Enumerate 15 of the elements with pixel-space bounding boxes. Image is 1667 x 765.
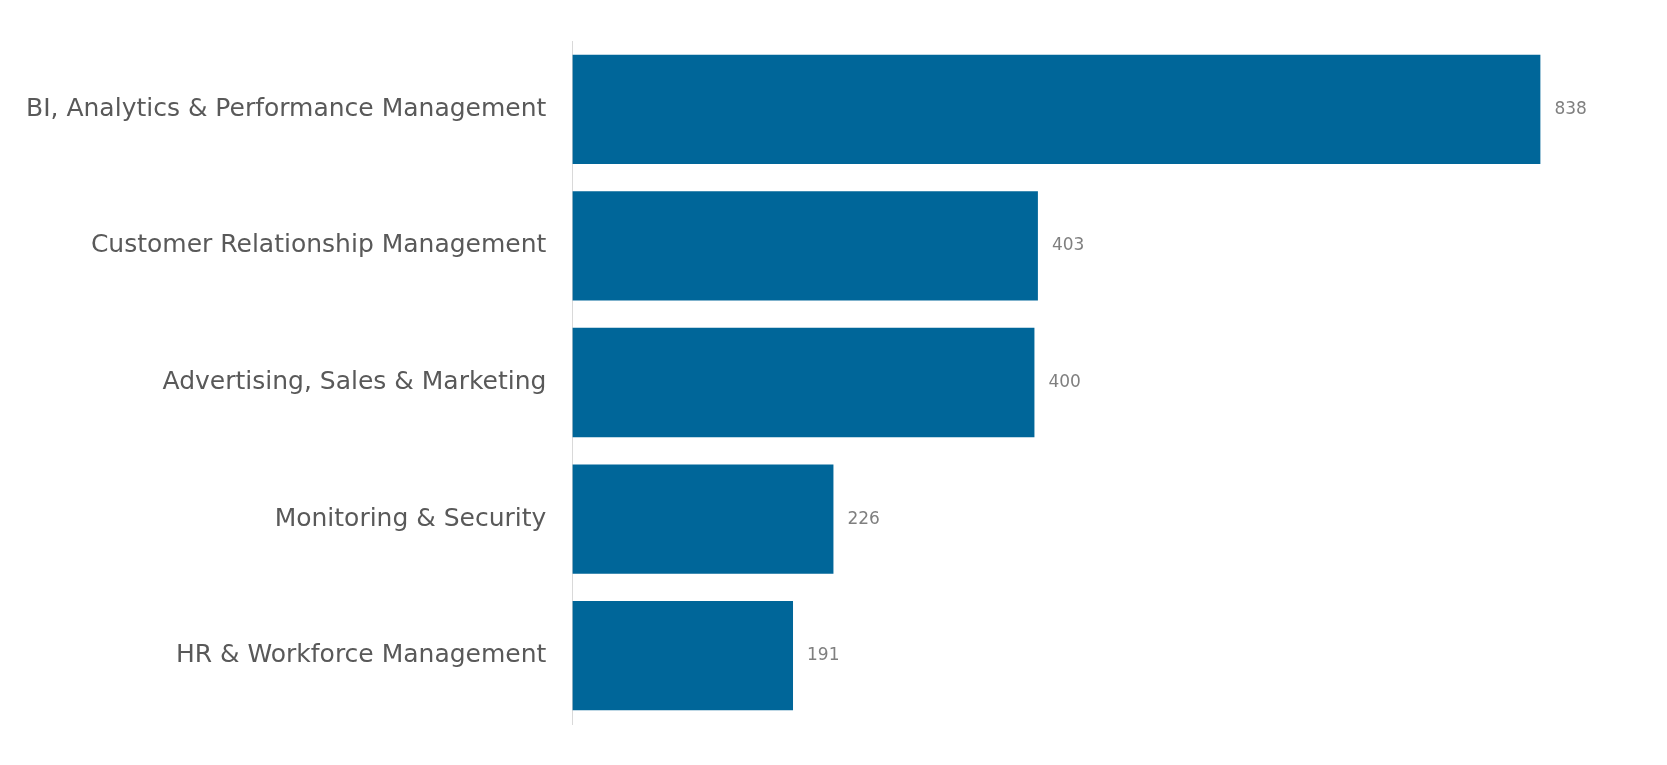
bar (572, 601, 794, 711)
y-tick-label: Advertising, Sales & Marketing (162, 366, 547, 395)
data-label: 838 (1554, 97, 1587, 118)
bar (572, 327, 1035, 438)
y-tick-label: Customer Relationship Management (90, 229, 547, 259)
data-label: 400 (1048, 370, 1081, 391)
bar (572, 54, 1541, 164)
y-tick-label: Monitoring & Security (274, 502, 547, 532)
bar (572, 464, 834, 574)
data-label: 191 (807, 644, 840, 665)
data-label: 226 (847, 507, 880, 528)
y-tick-label: HR & Workforce Management (175, 639, 547, 669)
bar (572, 191, 1038, 301)
data-label: 403 (1051, 234, 1085, 255)
y-tick-label: BI, Analytics & Performance Management (26, 92, 547, 122)
